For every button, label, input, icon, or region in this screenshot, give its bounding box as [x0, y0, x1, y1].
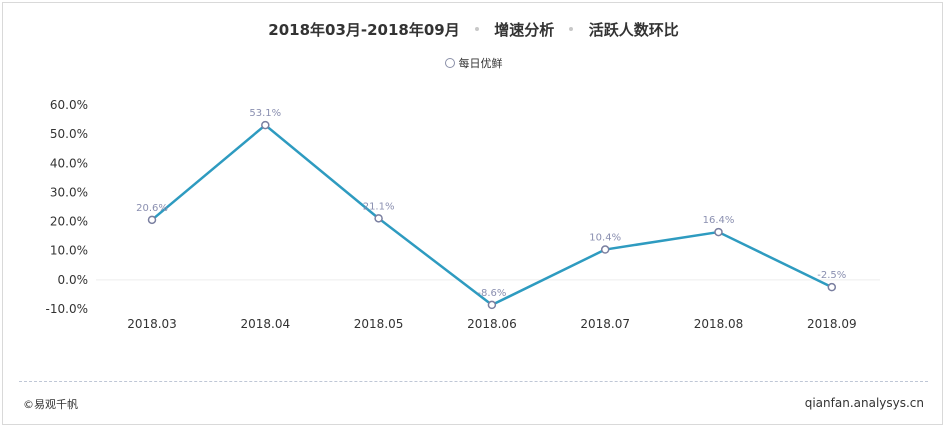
- data-point[interactable]: [714, 227, 723, 237]
- y-tick-label: 20.0%: [50, 215, 88, 229]
- chart-title: 2018年03月-2018年09月 增速分析 活跃人数环比: [3, 19, 944, 40]
- legend-label: 每日优鲜: [458, 57, 503, 70]
- plot-area: 20.6% 53.1% 21.1% -8.6% 10.4% 16.4% -2.5%: [96, 108, 880, 310]
- data-label: -8.6%: [477, 288, 506, 299]
- data-point[interactable]: [374, 214, 383, 223]
- x-tick-label: 2018.07: [580, 317, 630, 331]
- title-period: 2018年03月-2018年09月: [268, 21, 460, 39]
- y-tick-label: 30.0%: [50, 185, 88, 199]
- x-tick-label: 2018.05: [354, 317, 404, 331]
- data-label: 53.1%: [249, 108, 281, 119]
- data-label: 16.4%: [703, 215, 735, 226]
- title-metric: 增速分析: [494, 21, 555, 39]
- x-tick-label: 2018.04: [240, 317, 290, 331]
- data-label: 21.1%: [363, 201, 395, 212]
- y-tick-label: 0.0%: [58, 273, 89, 287]
- title-indicator: 活跃人数环比: [588, 21, 679, 39]
- data-point[interactable]: [827, 282, 837, 292]
- site-url: qianfan.analysys.cn: [804, 396, 924, 410]
- x-axis: 2018.03 2018.04 2018.05 2018.06 2018.07 2018.…: [127, 317, 856, 331]
- y-tick-label: 50.0%: [50, 127, 88, 141]
- y-tick-label: 10.0%: [50, 244, 88, 258]
- y-tick-label: 40.0%: [50, 156, 88, 170]
- x-tick-label: 2018.08: [694, 317, 744, 331]
- x-tick-label: 2018.06: [467, 317, 517, 331]
- data-label: -2.5%: [817, 270, 846, 281]
- data-point[interactable]: [600, 245, 610, 254]
- y-tick-label: 60.0%: [50, 98, 88, 112]
- y-tick-label: -10.0%: [46, 302, 88, 316]
- data-point[interactable]: [261, 120, 270, 130]
- data-label: 10.4%: [589, 233, 621, 244]
- data-point[interactable]: [487, 300, 497, 310]
- x-tick-label: 2018.03: [127, 317, 177, 331]
- data-label: 20.6%: [136, 203, 168, 214]
- y-axis: 60.0% 50.0% 40.0% 30.0% 20.0% 10.0% 0.0% -10.0%: [46, 98, 88, 316]
- legend-marker-icon: [444, 58, 455, 68]
- footer-divider: [19, 381, 928, 382]
- title-separator-dot: [569, 27, 574, 31]
- data-point[interactable]: [147, 215, 157, 225]
- x-tick-label: 2018.09: [807, 317, 857, 331]
- source-credit: ©易观千帆: [23, 398, 78, 411]
- title-separator-dot: [474, 27, 479, 31]
- legend[interactable]: 每日优鲜: [3, 55, 944, 71]
